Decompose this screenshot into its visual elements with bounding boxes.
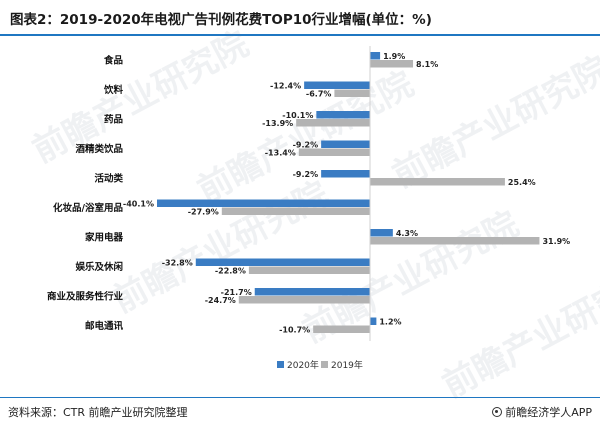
- bar-2019-9: [313, 325, 370, 333]
- data-label-2019-8: -24.7%: [205, 296, 236, 305]
- category-label-6: 家用电器: [85, 232, 124, 244]
- category-label-5: 化妆品/浴室用品: [53, 202, 123, 214]
- data-label-2020-7: -32.8%: [162, 259, 193, 268]
- bar-2019-6: [370, 237, 540, 245]
- brand-mark: 前瞻经济学人APP: [492, 404, 592, 420]
- legend-label-2020: 2020年: [287, 359, 319, 371]
- data-label-2019-6: 31.9%: [542, 237, 570, 246]
- data-label-2020-0: 1.9%: [383, 52, 405, 61]
- bar-2020-4: [321, 170, 370, 178]
- data-label-2020-6: 4.3%: [396, 229, 418, 238]
- bar-2020-9: [370, 317, 377, 325]
- qianzhan-logo-icon: [492, 407, 503, 417]
- bar-2019-0: [370, 60, 414, 68]
- data-label-2020-4: -9.2%: [293, 170, 319, 179]
- category-label-2: 药品: [104, 114, 123, 126]
- data-label-2019-7: -22.8%: [215, 267, 246, 276]
- bar-2020-7: [195, 258, 370, 266]
- legend-swatch-2020: [277, 361, 284, 368]
- data-label-2020-5: -40.1%: [123, 200, 154, 209]
- data-label-2019-0: 8.1%: [416, 60, 438, 69]
- data-label-2020-1: -12.4%: [270, 82, 301, 91]
- data-label-2019-2: -13.9%: [262, 119, 293, 128]
- bar-2019-8: [238, 296, 370, 304]
- category-label-3: 酒精类饮品: [75, 143, 123, 155]
- category-label-8: 商业及服务性行业: [47, 291, 124, 303]
- bar-2020-6: [370, 229, 393, 237]
- legend-swatch-2019: [321, 361, 328, 368]
- bar-2019-2: [296, 119, 370, 127]
- category-label-4: 活动类: [94, 173, 123, 185]
- data-label-2020-2: -10.1%: [282, 111, 313, 120]
- category-label-7: 娱乐及休闲: [75, 261, 123, 273]
- legend-label-2019: 2019年: [331, 359, 363, 371]
- bar-2019-3: [298, 148, 370, 156]
- data-label-2019-5: -27.9%: [188, 208, 219, 217]
- category-label-9: 邮电通讯: [85, 320, 124, 332]
- data-label-2019-3: -13.4%: [265, 149, 296, 158]
- bar-2019-7: [248, 266, 370, 274]
- bar-2020-2: [316, 111, 370, 119]
- category-label-1: 饮料: [103, 84, 124, 96]
- bar-2020-5: [157, 199, 370, 207]
- data-label-2020-9: 1.2%: [379, 318, 401, 327]
- source-note: 资料来源：CTR 前瞻产业研究院整理: [8, 406, 188, 419]
- data-label-2020-3: -9.2%: [293, 141, 319, 150]
- bar-2020-8: [254, 288, 370, 296]
- bar-2020-0: [370, 52, 381, 60]
- bar-2019-4: [370, 178, 505, 186]
- bar-2019-1: [334, 89, 370, 97]
- footer-divider: [0, 397, 600, 398]
- chart-title: 图表2：2019-2020年电视广告刊例花费TOP10行业增幅(单位：%): [10, 12, 432, 28]
- data-label-2019-9: -10.7%: [279, 326, 310, 335]
- data-label-2019-1: -6.7%: [306, 90, 332, 99]
- bar-chart: 1.9% 8.1% 食品 -12.4% -6.7% 饮料 -10.1%-13.9% 药品 -9.…: [47, 46, 570, 371]
- bar-2020-3: [321, 140, 370, 148]
- data-label-2020-8: -21.7%: [221, 288, 252, 297]
- category-label-0: 食品: [103, 55, 123, 67]
- bar-2020-1: [304, 81, 370, 89]
- brand-label: 前瞻经济学人APP: [505, 406, 592, 419]
- header-bar: 图表2：2019-2020年电视广告刊例花费TOP10行业增幅(单位：%): [0, 0, 600, 36]
- bar-2019-5: [221, 207, 370, 215]
- data-label-2019-4: 25.4%: [508, 178, 536, 187]
